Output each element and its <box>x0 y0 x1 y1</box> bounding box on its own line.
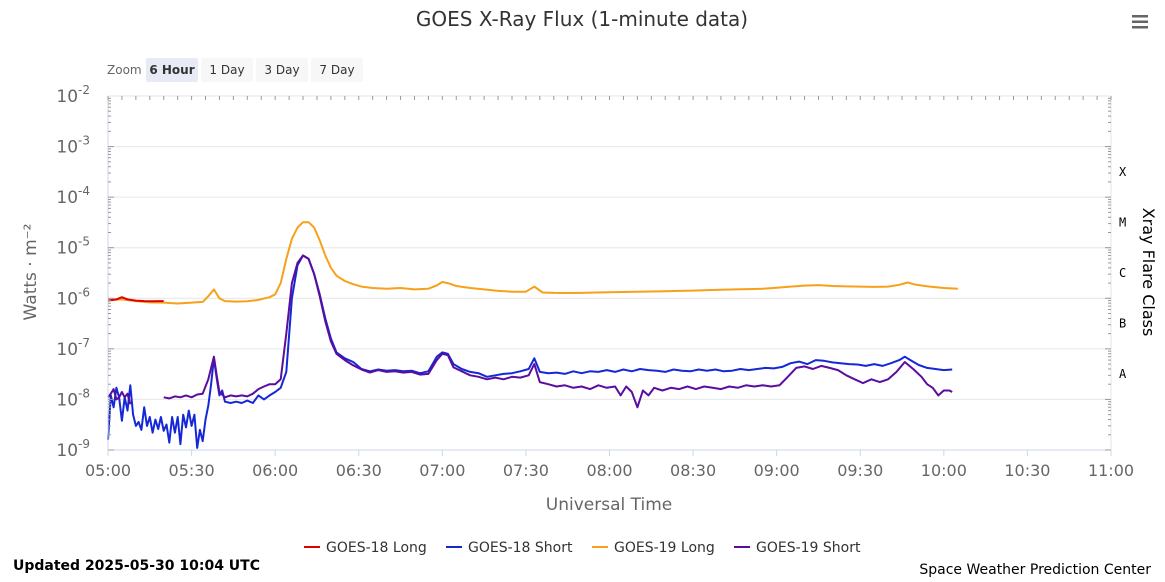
series-line-goes-19-long <box>107 221 958 305</box>
legend-label: GOES-18 Short <box>468 540 573 556</box>
zoom-button-label: 7 Day <box>319 63 354 77</box>
zoom-button-6-hour[interactable]: 6 Hour <box>146 58 198 82</box>
series-group <box>107 221 958 449</box>
legend-label: GOES-18 Long <box>326 540 427 556</box>
zoom-selector: Zoom 6 Hour 1 Day 3 Day 7 Day <box>107 58 363 82</box>
zoom-button-3-day[interactable]: 3 Day <box>256 58 308 82</box>
chart-title: GOES X-Ray Flux (1-minute data) <box>416 7 748 31</box>
credit-text: Space Weather Prediction Center <box>919 562 1151 578</box>
zoom-button-1-day[interactable]: 1 Day <box>201 58 253 82</box>
x-tick-label: 09:00 <box>754 461 800 480</box>
y-tick-label: 10-3 <box>56 134 90 158</box>
legend-item-goes-19-long[interactable]: GOES-19 Long <box>592 540 715 556</box>
legend-label: GOES-19 Long <box>614 540 715 556</box>
x-tick-label: 05:00 <box>85 461 131 480</box>
hamburger-menu-icon <box>1132 15 1148 29</box>
flare-class-c: C <box>1119 266 1126 280</box>
menu-button[interactable] <box>1128 11 1152 33</box>
flare-class-b: B <box>1119 317 1126 331</box>
x-tick-label: 08:00 <box>586 461 632 480</box>
zoom-label: Zoom <box>107 63 142 77</box>
zoom-button-bg <box>311 58 363 82</box>
zoom-button-label: 6 Hour <box>149 63 194 77</box>
legend: GOES-18 Long GOES-18 Short GOES-19 Long GOE… <box>304 540 861 556</box>
x-tick-label: 06:30 <box>336 461 382 480</box>
legend-label: GOES-19 Short <box>756 540 861 556</box>
right-axis-title: Xray Flare Class <box>1139 208 1158 337</box>
flare-class-labels: X M C B A <box>1119 165 1127 381</box>
series-line-goes-19-short <box>107 254 953 409</box>
y-tick-label: 10-2 <box>56 83 90 107</box>
legend-item-goes-19-short[interactable]: GOES-19 Short <box>734 540 861 556</box>
x-axis-title: Universal Time <box>546 495 672 515</box>
x-tick-label: 07:00 <box>419 461 465 480</box>
x-tick-label: 10:00 <box>921 461 967 480</box>
x-tick-label: 08:30 <box>670 461 716 480</box>
legend-item-goes-18-long[interactable]: GOES-18 Long <box>304 540 427 556</box>
updated-timestamp: Updated 2025-05-30 10:04 UTC <box>13 558 260 574</box>
x-tick-label: 07:30 <box>503 461 549 480</box>
zoom-button-bg <box>201 58 253 82</box>
y-tick-label: 10-5 <box>56 235 90 259</box>
series-line-goes-18-short <box>107 254 953 449</box>
x-tick-label: 11:00 <box>1088 461 1134 480</box>
x-tick-label: 05:30 <box>169 461 215 480</box>
zoom-button-bg <box>256 58 308 82</box>
flare-class-m: M <box>1119 215 1126 229</box>
y-tick-label: 10-7 <box>56 336 90 360</box>
zoom-button-label: 1 Day <box>209 63 244 77</box>
flare-class-x: X <box>1119 165 1127 179</box>
legend-item-goes-18-short[interactable]: GOES-18 Short <box>446 540 573 556</box>
zoom-button-bg <box>146 58 198 82</box>
x-tick-label: 06:00 <box>252 461 298 480</box>
zoom-button-7-day[interactable]: 7 Day <box>311 58 363 82</box>
zoom-button-label: 3 Day <box>264 63 299 77</box>
y-tick-label: 10-4 <box>56 184 90 208</box>
x-tick-label: 10:30 <box>1004 461 1050 480</box>
flare-class-a: A <box>1119 367 1127 381</box>
y-tick-label: 10-8 <box>56 386 90 410</box>
series-line-goes-18-long <box>107 296 164 303</box>
y-axis-title: Watts · m⁻² <box>21 224 41 321</box>
chart-axes: 10-2 10-3 10-4 10-5 10-6 10-7 10-8 10-905:00 05:… <box>56 83 1134 480</box>
y-tick-label: 10-9 <box>56 437 90 461</box>
y-tick-label: 10-6 <box>56 285 90 309</box>
x-tick-label: 09:30 <box>837 461 883 480</box>
